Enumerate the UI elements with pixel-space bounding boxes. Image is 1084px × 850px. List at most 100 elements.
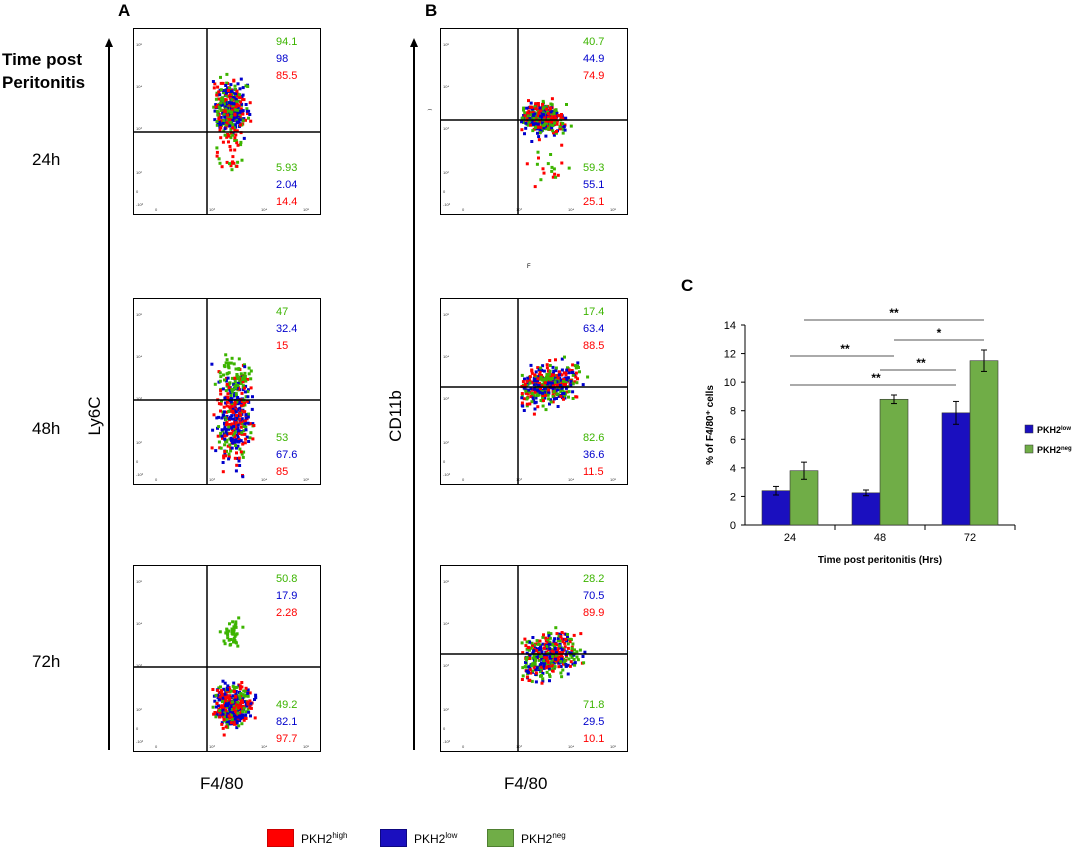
- event-dot-high: [560, 373, 564, 377]
- event-dot-high: [220, 722, 224, 726]
- event-dot-neg: [239, 382, 243, 386]
- event-dot-neg: [537, 658, 541, 662]
- event-dot-high: [545, 107, 549, 111]
- event-dot-neg: [535, 162, 539, 166]
- event-dot-neg: [542, 659, 546, 663]
- event-dot-neg: [220, 399, 223, 403]
- event-dot-neg: [549, 632, 553, 636]
- event-dot-neg: [215, 120, 219, 123]
- event-dot-low: [248, 704, 252, 708]
- event-dot-neg: [219, 88, 223, 92]
- event-dot-high: [537, 114, 540, 118]
- event-dot-low: [224, 379, 228, 383]
- event-dot-neg: [553, 108, 557, 112]
- event-dot-neg: [230, 356, 234, 360]
- event-dot-neg: [244, 395, 248, 399]
- event-dot-high: [239, 404, 243, 408]
- event-dot-low: [235, 120, 239, 124]
- legend-swatch-PKH2low: [1024, 424, 1034, 434]
- event-dot-low: [542, 113, 546, 117]
- event-dot-high: [534, 107, 538, 111]
- event-dot-low: [222, 687, 226, 691]
- event-dot-neg: [218, 379, 222, 383]
- event-dot-high: [251, 437, 255, 441]
- event-dot-low: [531, 113, 535, 117]
- event-dot-neg: [528, 381, 532, 385]
- percent-neg: 53: [276, 432, 289, 444]
- event-dot-neg: [212, 105, 216, 109]
- event-dot-low: [566, 663, 570, 667]
- event-dot-low: [224, 401, 228, 405]
- event-dot-high: [576, 377, 579, 381]
- event-dot-neg: [234, 88, 237, 91]
- row-label-72h: 72h: [32, 652, 61, 671]
- event-dot-low: [559, 665, 563, 668]
- x-tick-label: 10³: [209, 477, 215, 482]
- event-dot-high: [528, 378, 532, 382]
- event-dot-high: [548, 127, 552, 131]
- x-tick-label: 10⁵: [610, 477, 616, 482]
- event-dot-neg: [222, 119, 226, 122]
- event-dot-neg: [225, 81, 229, 85]
- event-dot-high: [219, 126, 223, 130]
- event-dot-low: [233, 413, 237, 417]
- event-dot-neg: [228, 86, 232, 90]
- event-dot-neg: [222, 364, 226, 368]
- event-dot-low: [244, 421, 248, 425]
- event-dot-high: [226, 397, 230, 401]
- x-tick-label: 0: [462, 744, 465, 749]
- event-dot-high: [526, 392, 530, 396]
- event-dot-high: [217, 90, 221, 94]
- event-dot-high: [220, 707, 224, 711]
- event-dot-low: [244, 702, 248, 706]
- event-dot-high: [540, 374, 543, 377]
- quadrant-percentages-upper: 17.4 63.4 88.5: [583, 304, 604, 355]
- event-dot-low: [554, 389, 558, 393]
- event-dot-neg: [566, 366, 570, 370]
- event-dot-low: [236, 106, 240, 110]
- event-dot-high: [232, 706, 236, 710]
- event-dot-neg: [213, 382, 217, 386]
- event-dot-low: [226, 688, 229, 691]
- event-dot-high: [235, 164, 239, 168]
- panel-letter-b: B: [425, 1, 438, 20]
- event-dot-high: [245, 399, 249, 403]
- flow-plot-b-48h: 10⁵ 10⁴ 10³ 10² 0 -10² 0 10³ 10⁴ 10⁵ 17.4 63.4 88.5 8…: [440, 298, 628, 485]
- event-dot-low: [232, 681, 236, 685]
- event-dot-high: [216, 103, 220, 107]
- event-dot-neg: [532, 394, 536, 398]
- x-tick-label: 10³: [209, 744, 215, 749]
- event-dot-neg: [218, 97, 222, 101]
- event-dot-neg: [221, 700, 224, 704]
- event-dot-high: [232, 161, 236, 165]
- event-dot-neg: [241, 625, 245, 629]
- y-tick-label: 10³: [136, 663, 142, 668]
- event-dot-high: [528, 105, 532, 109]
- event-dot-high: [528, 402, 532, 406]
- event-dot-neg: [224, 389, 228, 393]
- event-dot-neg: [533, 661, 537, 665]
- event-dot-neg: [533, 657, 537, 661]
- event-dot-neg: [530, 400, 534, 404]
- event-dot-high: [239, 450, 243, 454]
- event-dot-high: [563, 382, 567, 386]
- event-dot-low: [220, 103, 224, 107]
- event-dot-high: [237, 432, 241, 436]
- event-dot-low: [235, 416, 239, 420]
- event-dot-neg: [239, 372, 243, 376]
- event-dot-neg: [554, 131, 558, 135]
- event-dot-high: [521, 651, 525, 655]
- event-dot-neg: [222, 639, 226, 643]
- event-dot-neg: [224, 361, 228, 365]
- event-dot-neg: [548, 378, 552, 381]
- event-dot-low: [570, 371, 574, 374]
- event-dot-neg: [240, 158, 244, 162]
- event-dot-neg: [244, 379, 248, 383]
- event-dot-neg: [232, 640, 235, 644]
- event-dot-high: [235, 141, 239, 145]
- event-dot-high: [558, 127, 562, 131]
- event-dot-neg: [561, 122, 565, 125]
- event-dot-high: [546, 114, 550, 118]
- event-dot-high: [216, 97, 220, 101]
- event-dot-neg: [563, 355, 566, 359]
